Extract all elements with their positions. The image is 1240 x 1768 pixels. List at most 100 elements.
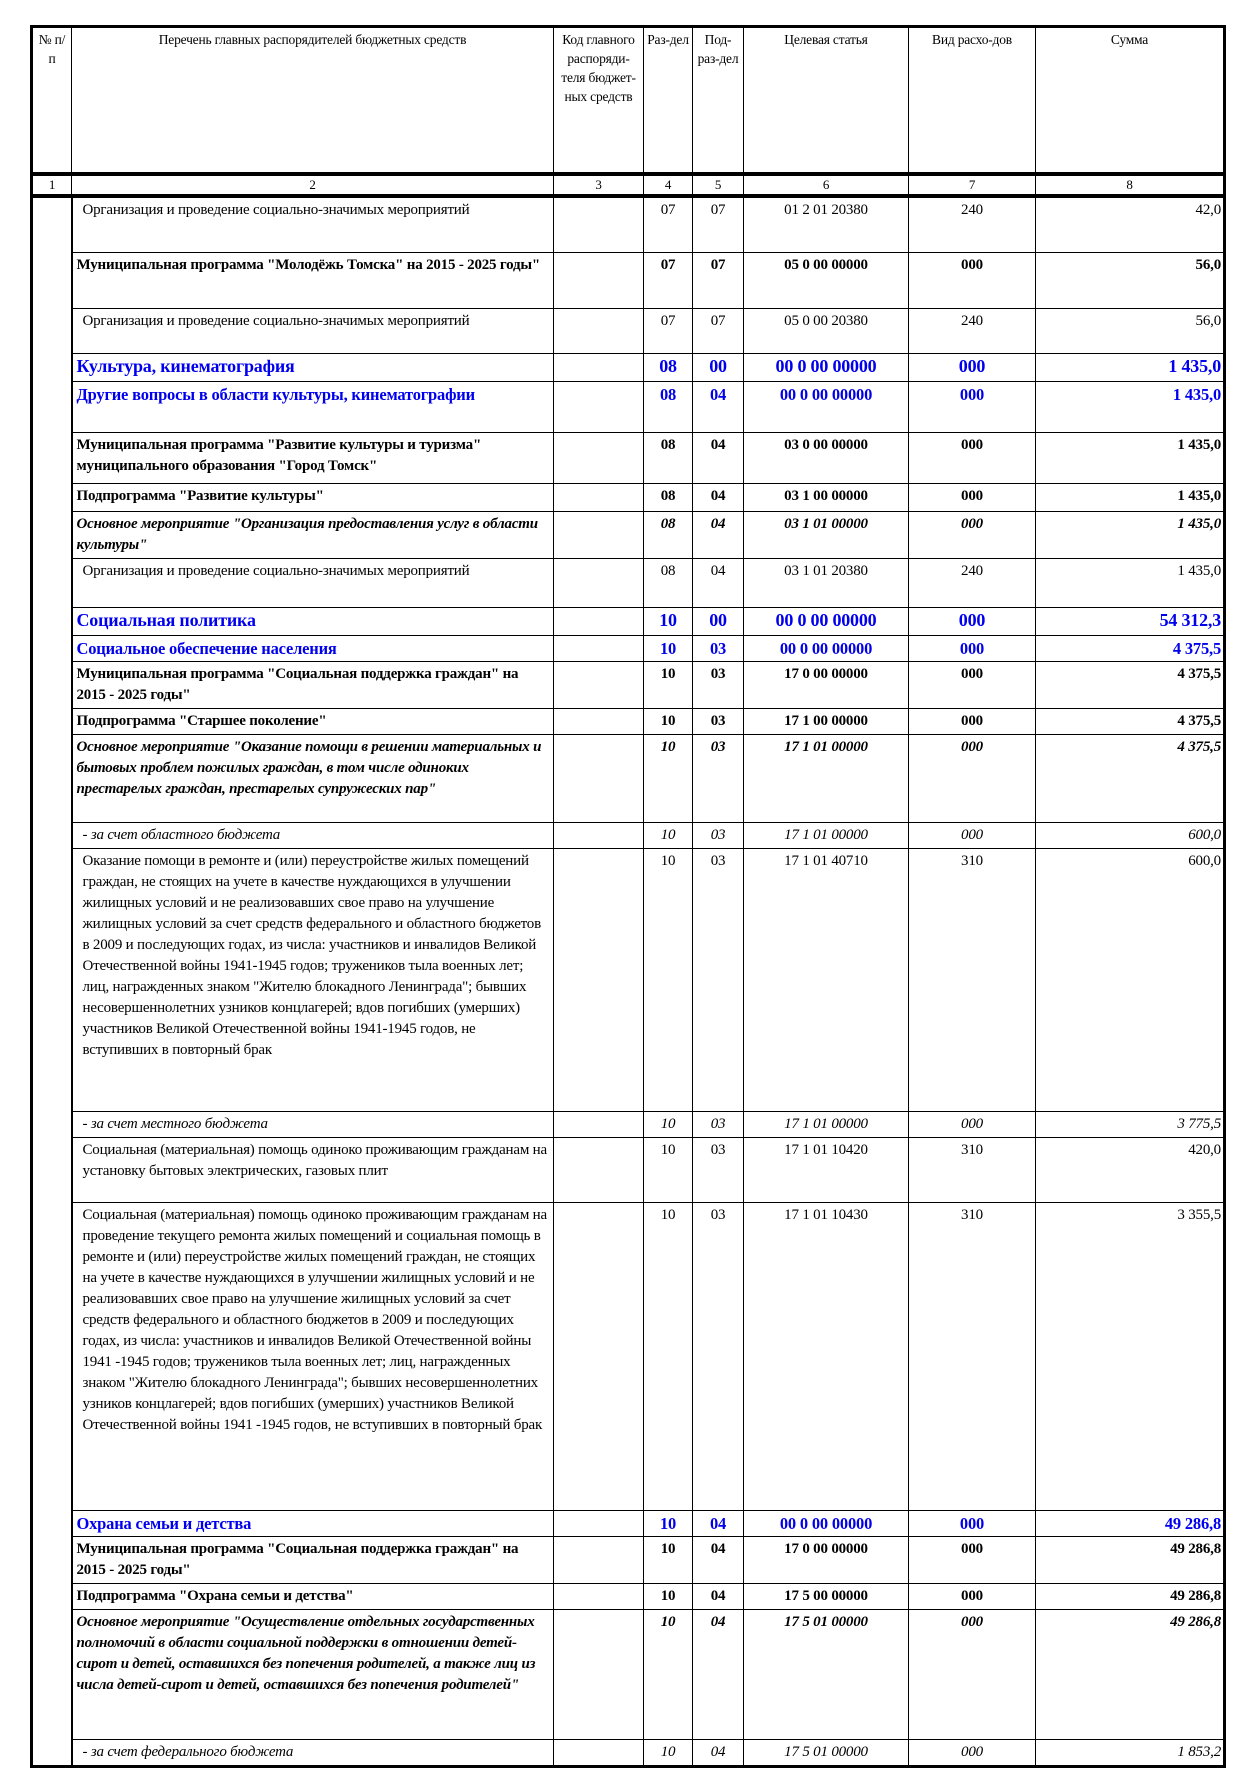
sum-cell: 49 286,8	[1035, 1582, 1225, 1610]
header-number: № п/п	[31, 26, 72, 176]
sum-cell: 4 375,5	[1035, 733, 1225, 823]
article-cell: 17 5 01 00000	[743, 1738, 909, 1767]
sum-cell: 1 435,0	[1035, 482, 1225, 512]
razdel-cell: 10	[643, 1509, 693, 1537]
article-cell: 00 0 00 00000	[743, 606, 909, 636]
razdel-cell: 10	[643, 847, 693, 1112]
vid-cell: 000	[908, 380, 1036, 433]
column-number: 5	[692, 173, 744, 198]
name-cell: Организация и проведение социально-значи…	[71, 557, 554, 608]
table-row: - за счет местного бюджета 10 03 17 1 01 00…	[31, 1110, 1225, 1138]
sum-cell: 4 375,5	[1035, 707, 1225, 735]
table-row: Подпрограмма "Охрана семьи и детства" 10 0…	[31, 1582, 1225, 1610]
article-cell: 17 0 00 00000	[743, 660, 909, 709]
sum-cell: 54 312,3	[1035, 606, 1225, 636]
code-cell	[553, 251, 644, 309]
article-cell: 03 1 00 00000	[743, 482, 909, 512]
podrazdel-cell: 00	[692, 352, 744, 382]
podrazdel-cell: 03	[692, 1201, 744, 1511]
number-cell	[31, 381, 73, 432]
razdel-cell: 10	[643, 1582, 693, 1610]
vid-cell: 000	[908, 1535, 1036, 1584]
podrazdel-cell: 03	[692, 821, 744, 849]
podrazdel-cell: 04	[692, 510, 744, 559]
header-row: № п/п Перечень главных распорядителей бю…	[31, 26, 1225, 176]
article-cell: 00 0 00 00000	[743, 380, 909, 433]
code-cell	[553, 352, 644, 382]
number-cell	[31, 1536, 73, 1583]
header-code: Код главного распоряди-теля бюджет-ных с…	[553, 26, 644, 176]
name-cell: Основное мероприятие "Организация предос…	[71, 510, 554, 559]
sum-cell: 49 286,8	[1035, 1509, 1225, 1537]
number-cell	[31, 1609, 73, 1739]
article-cell: 00 0 00 00000	[743, 1509, 909, 1537]
article-cell: 17 1 01 00000	[743, 821, 909, 849]
vid-cell: 000	[908, 1608, 1036, 1740]
code-cell	[553, 660, 644, 709]
razdel-cell: 10	[643, 821, 693, 849]
podrazdel-cell: 04	[692, 557, 744, 608]
sum-cell: 49 286,8	[1035, 1535, 1225, 1584]
number-cell	[31, 822, 73, 848]
razdel-cell: 08	[643, 431, 693, 484]
number-cell	[31, 661, 73, 708]
number-cell	[31, 1111, 73, 1137]
podrazdel-cell: 03	[692, 1110, 744, 1138]
vid-cell: 000	[908, 634, 1036, 662]
podrazdel-cell: 04	[692, 431, 744, 484]
vid-cell: 000	[908, 510, 1036, 559]
sum-cell: 1 435,0	[1035, 431, 1225, 484]
name-cell: Оказание помощи в ремонте и (или) переус…	[71, 847, 554, 1112]
code-cell	[553, 557, 644, 608]
table-row: Основное мероприятие "Оказание помощи в …	[31, 733, 1225, 823]
podrazdel-cell: 03	[692, 634, 744, 662]
number-cell	[31, 1510, 73, 1536]
header-podrazdel: Под-раз-дел	[692, 26, 744, 176]
header-vid: Вид расхо-дов	[908, 26, 1036, 176]
vid-cell: 000	[908, 707, 1036, 735]
sum-cell: 42,0	[1035, 195, 1225, 253]
budget-table: № п/п Перечень главных распорядителей бю…	[30, 25, 1226, 1768]
razdel-cell: 10	[643, 1136, 693, 1203]
name-cell: Муниципальная программа "Развитие культу…	[71, 431, 554, 484]
article-cell: 17 5 01 00000	[743, 1608, 909, 1740]
podrazdel-cell: 04	[692, 1608, 744, 1740]
table-row: Подпрограмма "Старшее поколение" 10 03 17 1…	[31, 707, 1225, 735]
article-cell: 05 0 00 20380	[743, 307, 909, 354]
name-cell: Подпрограмма "Старшее поколение"	[71, 707, 554, 735]
number-cell	[31, 1739, 73, 1766]
name-cell: Социальная политика	[71, 606, 554, 636]
sum-cell: 4 375,5	[1035, 634, 1225, 662]
table-row: Социальная (материальная) помощь одиноко…	[31, 1136, 1225, 1203]
razdel-cell: 08	[643, 557, 693, 608]
name-cell: Социальное обеспечение населения	[71, 634, 554, 662]
number-cell	[31, 558, 73, 607]
number-cell	[31, 483, 73, 511]
razdel-cell: 10	[643, 634, 693, 662]
article-cell: 03 1 01 00000	[743, 510, 909, 559]
podrazdel-cell: 04	[692, 1582, 744, 1610]
article-cell: 00 0 00 00000	[743, 634, 909, 662]
razdel-cell: 08	[643, 482, 693, 512]
number-cell	[31, 252, 73, 308]
sum-cell: 1 853,2	[1035, 1738, 1225, 1767]
table-row: Муниципальная программа "Развитие культу…	[31, 431, 1225, 484]
podrazdel-cell: 04	[692, 482, 744, 512]
vid-cell: 240	[908, 557, 1036, 608]
code-cell	[553, 1509, 644, 1537]
code-cell	[553, 1201, 644, 1511]
code-cell	[553, 380, 644, 433]
number-cell	[31, 708, 73, 734]
number-cell	[31, 1583, 73, 1609]
table-row: Социальная (материальная) помощь одиноко…	[31, 1201, 1225, 1511]
code-cell	[553, 1582, 644, 1610]
vid-cell: 000	[908, 352, 1036, 382]
name-cell: - за счет областного бюджета	[71, 821, 554, 849]
vid-cell: 000	[908, 1110, 1036, 1138]
name-cell: Муниципальная программа "Молодёжь Томска…	[71, 251, 554, 309]
column-number: 4	[643, 173, 693, 198]
table-row: Подпрограмма "Развитие культуры" 08 04 03 1…	[31, 482, 1225, 512]
name-cell: Другие вопросы в области культуры, кинем…	[71, 380, 554, 433]
number-cell	[31, 308, 73, 353]
razdel-cell: 10	[643, 707, 693, 735]
